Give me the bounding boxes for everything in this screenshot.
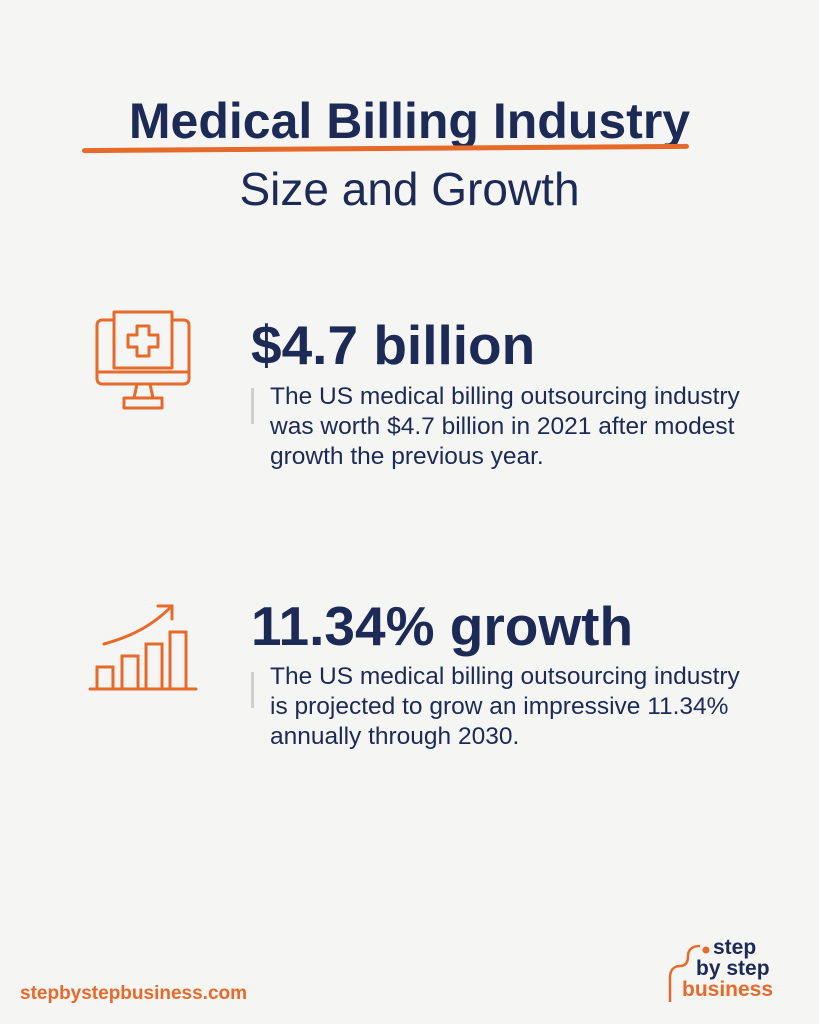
stat-description: The US medical billing outsourcing indus… <box>270 383 740 470</box>
growth-chart-icon <box>88 604 198 691</box>
medical-monitor-icon <box>95 310 191 410</box>
brand-logo: step by step business <box>668 936 793 1004</box>
logo-line-2: by step <box>696 957 770 980</box>
logo-line-3: business <box>682 978 774 1001</box>
quote-bar <box>251 672 254 708</box>
title-line-2: Size and Growth <box>239 163 580 215</box>
stat-headline: 11.34% growth <box>251 595 634 657</box>
website-link[interactable]: stepbystepbusiness.com <box>20 983 248 1004</box>
stat-headline: $4.7 billion <box>251 314 536 376</box>
quote-bar <box>251 388 254 424</box>
logo-line-1: step <box>713 936 757 959</box>
stat-description: The US medical billing outsourcing indus… <box>270 663 740 750</box>
title-line-1: Medical Billing Industry <box>128 93 691 149</box>
